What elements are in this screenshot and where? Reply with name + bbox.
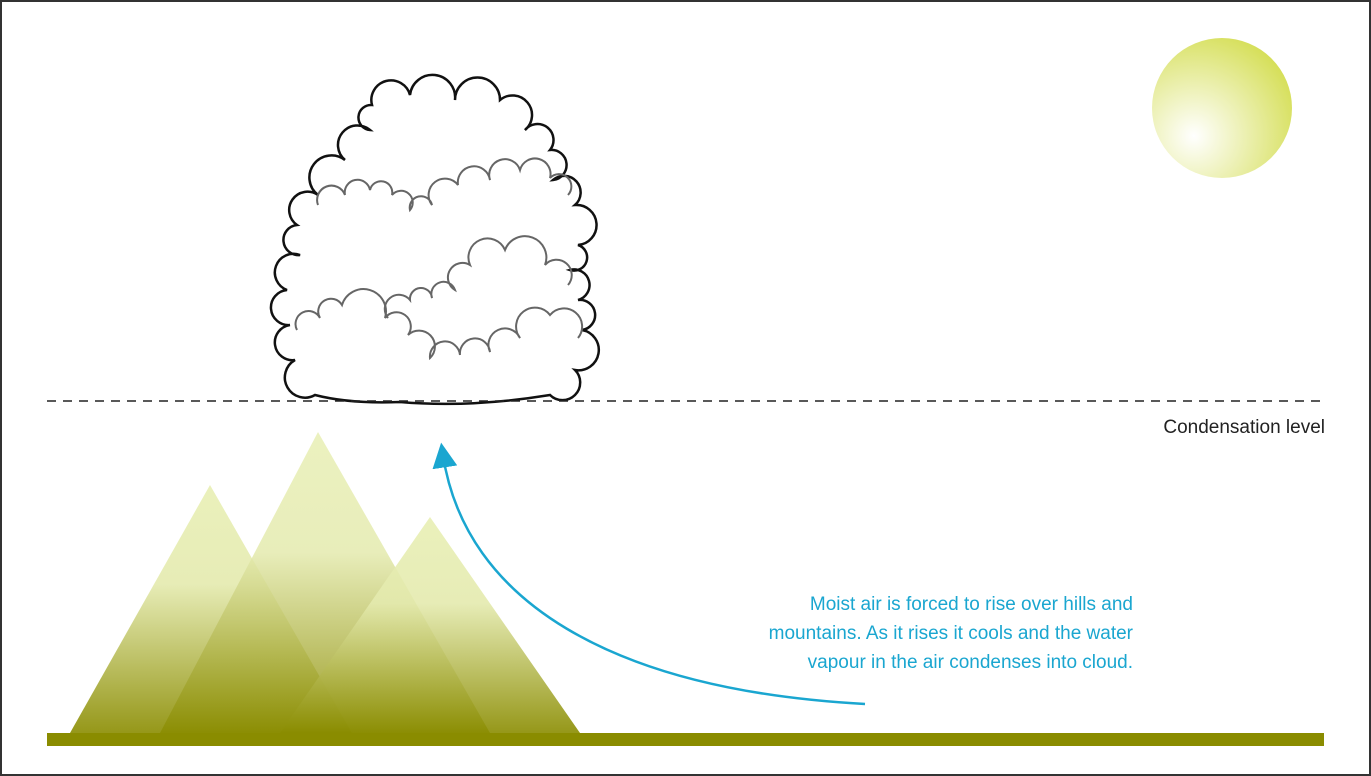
sun xyxy=(1152,38,1292,178)
diagram: Condensation level Moist air is forced t… xyxy=(0,0,1371,776)
ground xyxy=(47,733,1324,746)
caption: Moist air is forced to rise over hills a… xyxy=(769,594,1134,673)
caption-line: vapour in the air condenses into cloud. xyxy=(808,652,1133,673)
caption-line: mountains. As it rises it cools and the … xyxy=(769,623,1134,644)
page: {"labels": {"condensation_level": "Conde… xyxy=(0,0,1371,776)
condensation-label: Condensation level xyxy=(1163,417,1325,438)
caption-line: Moist air is forced to rise over hills a… xyxy=(810,594,1133,615)
